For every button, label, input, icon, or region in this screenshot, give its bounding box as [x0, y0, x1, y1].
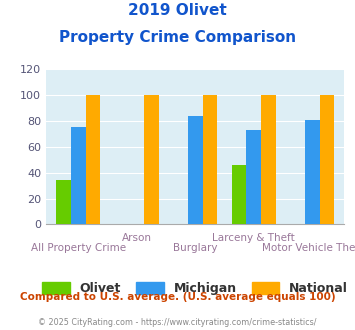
Text: All Property Crime: All Property Crime	[31, 243, 126, 252]
Text: Property Crime Comparison: Property Crime Comparison	[59, 30, 296, 45]
Text: Arson: Arson	[122, 233, 152, 243]
Bar	[203, 95, 217, 224]
Bar	[246, 130, 261, 224]
Bar	[144, 95, 159, 224]
Text: © 2025 CityRating.com - https://www.cityrating.com/crime-statistics/: © 2025 CityRating.com - https://www.city…	[38, 318, 317, 327]
Bar	[86, 95, 100, 224]
Bar	[188, 116, 203, 224]
Bar	[232, 165, 246, 224]
Text: Motor Vehicle Theft: Motor Vehicle Theft	[262, 243, 355, 252]
Text: Compared to U.S. average. (U.S. average equals 100): Compared to U.S. average. (U.S. average …	[20, 292, 335, 302]
Bar	[261, 95, 275, 224]
Bar	[305, 120, 320, 224]
Bar	[71, 127, 86, 224]
Legend: Olivet, Michigan, National: Olivet, Michigan, National	[37, 277, 353, 300]
Text: Larceny & Theft: Larceny & Theft	[212, 233, 295, 243]
Bar	[56, 181, 71, 224]
Text: 2019 Olivet: 2019 Olivet	[128, 3, 227, 18]
Text: Burglary: Burglary	[173, 243, 218, 252]
Bar	[320, 95, 334, 224]
